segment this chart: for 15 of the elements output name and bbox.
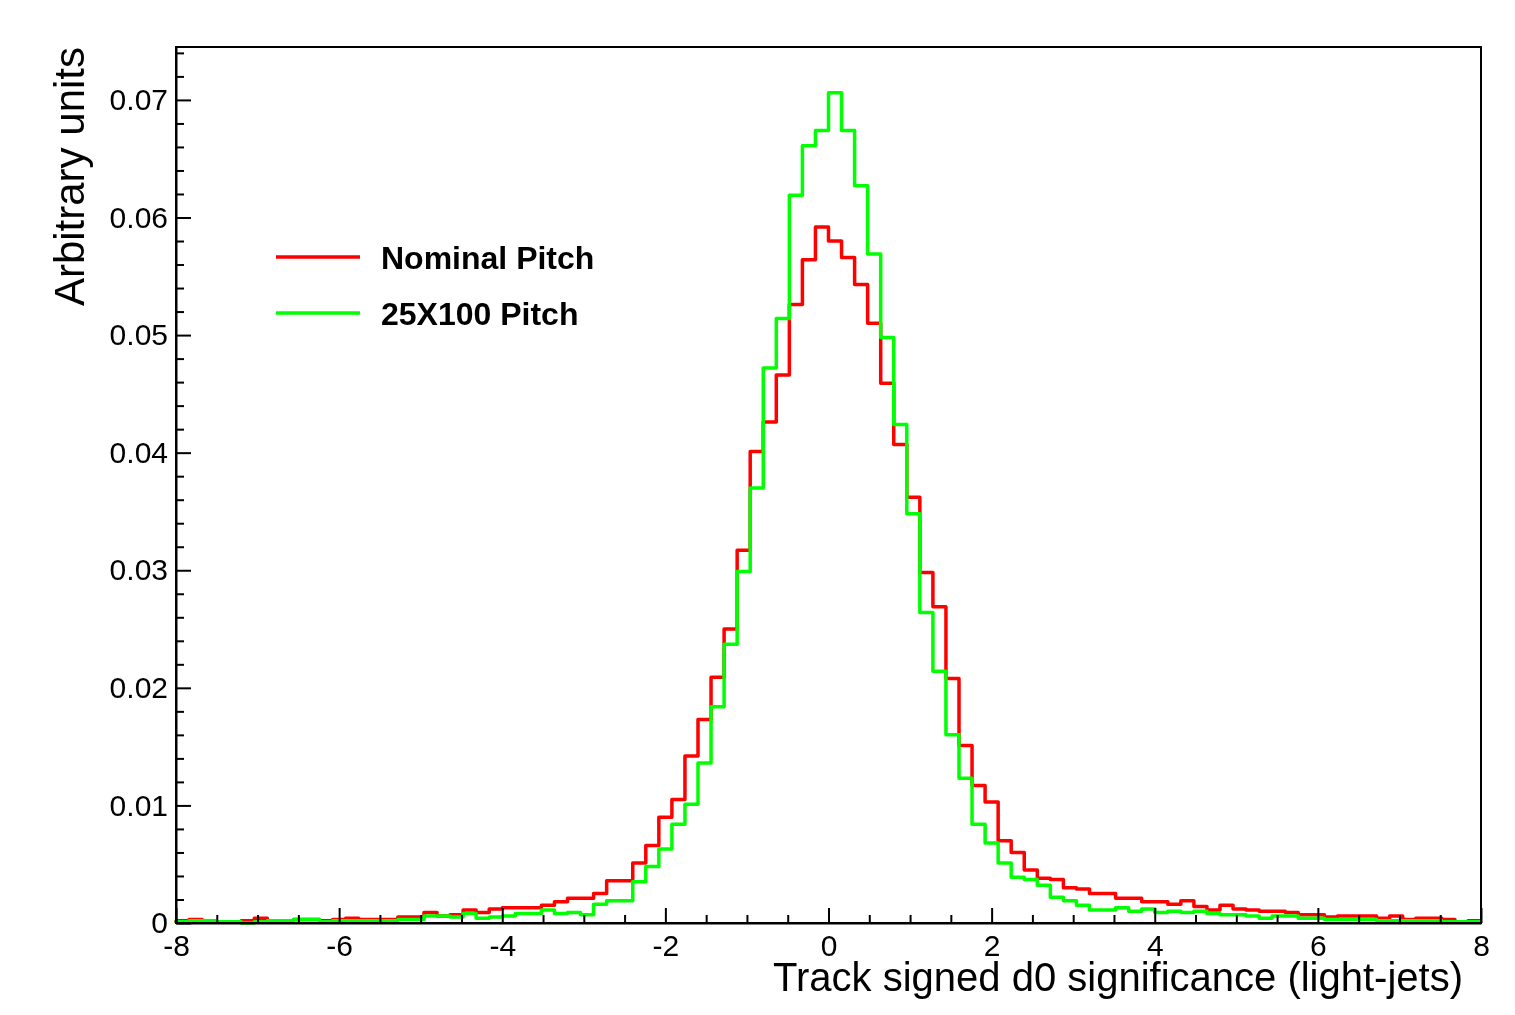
legend-label: Nominal Pitch bbox=[381, 240, 595, 276]
y-tick-label: 0.03 bbox=[109, 553, 168, 587]
y-axis-title: Arbitrary units bbox=[46, 47, 93, 307]
y-tick-label: 0.06 bbox=[109, 200, 168, 234]
y-tick-label: 0.01 bbox=[109, 788, 168, 822]
y-tick-label: 0.07 bbox=[109, 83, 168, 117]
y-tick-label: 0.04 bbox=[109, 435, 168, 469]
legend-label: 25X100 Pitch bbox=[381, 296, 579, 332]
x-tick-label: -2 bbox=[652, 929, 680, 962]
y-tick-label: 0 bbox=[151, 906, 168, 940]
x-tick-label: -4 bbox=[489, 929, 517, 962]
x-tick-label: 8 bbox=[1473, 929, 1490, 962]
y-tick-label: 0.02 bbox=[109, 670, 168, 704]
y-tick-label: 0.05 bbox=[109, 318, 168, 352]
x-tick-label: -6 bbox=[326, 929, 353, 962]
